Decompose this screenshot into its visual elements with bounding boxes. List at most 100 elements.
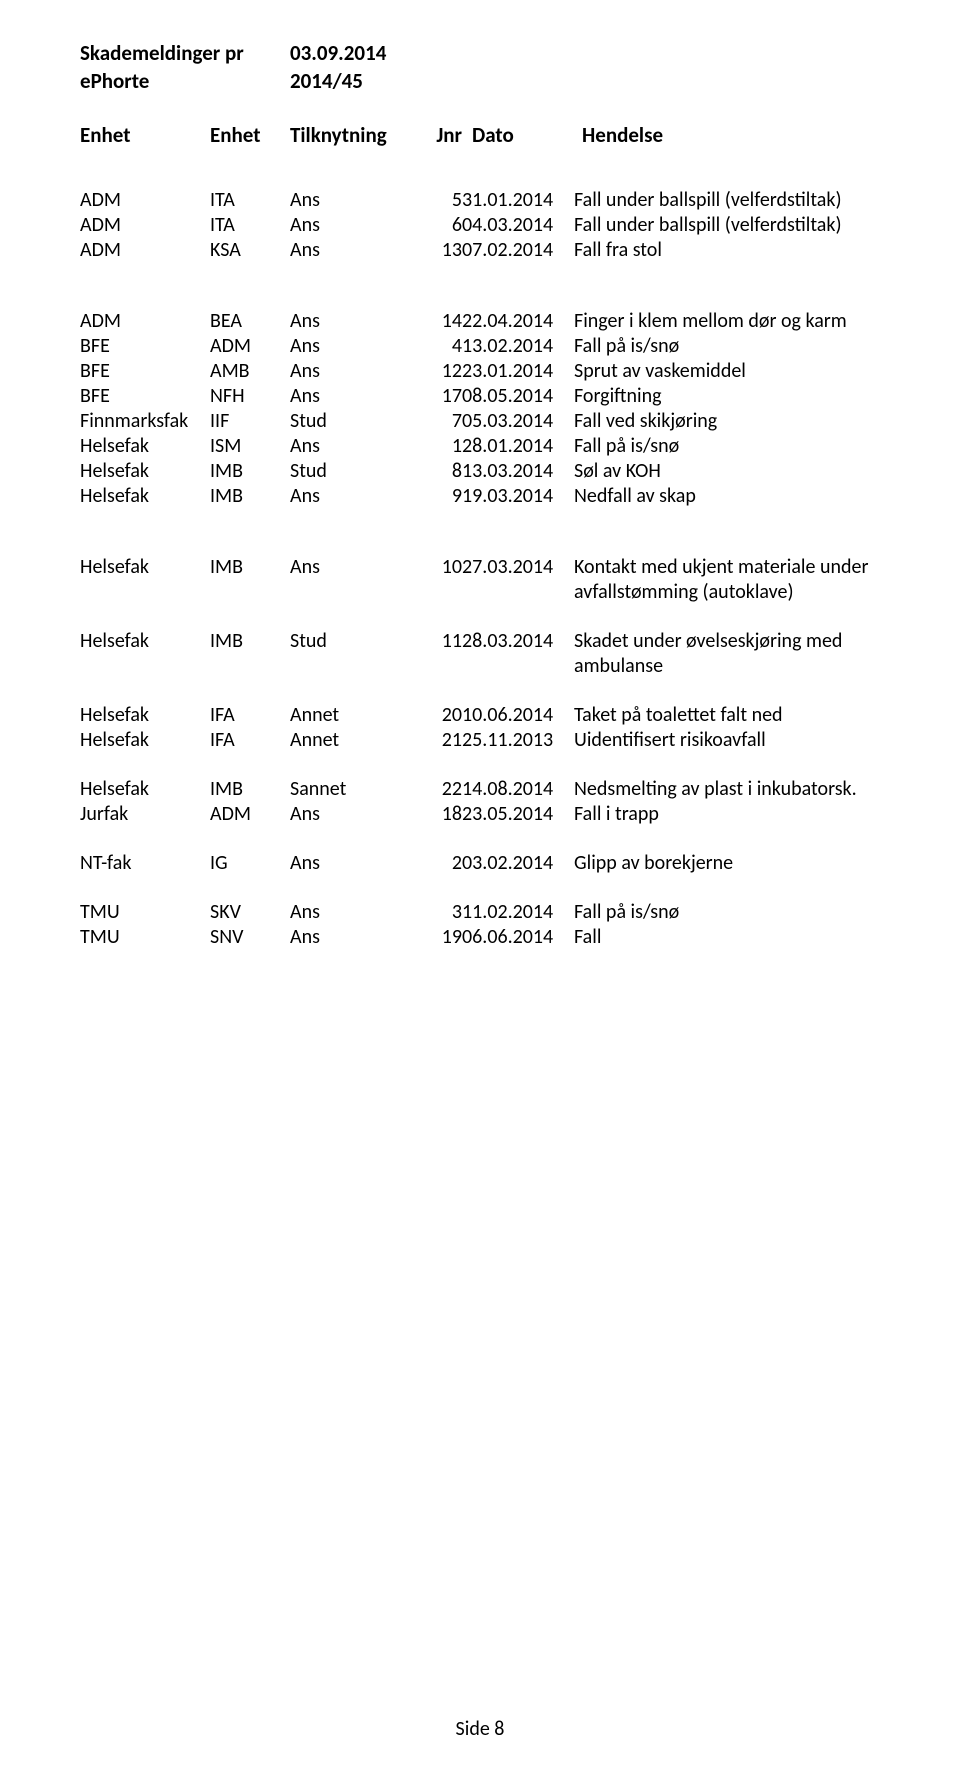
group2-body: ADMBEAAns1422.04.2014Finger i klem mello… <box>80 309 880 509</box>
table-row: ADMITAAns604.03.2014Fall under ballspill… <box>80 213 880 238</box>
group6-body: HelsefakIMBSannet2214.08.2014Nedsmelting… <box>80 777 880 827</box>
cell-tilknytning: Ans <box>290 309 420 334</box>
table-row: HelsefakIMBStud813.03.2014Søl av KOH <box>80 459 880 484</box>
cell-tilknytning: Ans <box>290 484 420 509</box>
cell-enhet1: Helsefak <box>80 555 210 605</box>
table-row: JurfakADMAns1823.05.2014Fall i trapp <box>80 802 880 827</box>
cell-enhet1: Helsefak <box>80 459 210 484</box>
cell-dato: 31.01.2014 <box>462 188 574 213</box>
header-title-date: 03.09.2014 <box>290 40 386 66</box>
cell-enhet2: ADM <box>210 802 290 827</box>
cell-dato: 19.03.2014 <box>462 484 574 509</box>
cell-hendelse: Søl av KOH <box>574 459 880 484</box>
cell-dato: 08.05.2014 <box>462 384 574 409</box>
cell-enhet2: IIF <box>210 409 290 434</box>
cell-enhet1: Jurfak <box>80 802 210 827</box>
col-tilknytning: Tilknytning <box>290 122 420 148</box>
cell-enhet1: Finnmarksfak <box>80 409 210 434</box>
cell-enhet2: ITA <box>210 213 290 238</box>
cell-jnr: 12 <box>420 359 462 384</box>
cell-hendelse: Finger i klem mellom dør og karm <box>574 309 880 334</box>
col-jnr: Jnr <box>420 122 472 148</box>
header-ref-value: 2014/45 <box>290 68 363 94</box>
cell-enhet2: IMB <box>210 484 290 509</box>
cell-jnr: 6 <box>420 213 462 238</box>
col-enhet2: Enhet <box>210 122 290 148</box>
cell-dato: 14.08.2014 <box>462 777 574 802</box>
cell-jnr: 11 <box>420 629 462 679</box>
cell-enhet2: ITA <box>210 188 290 213</box>
table-row: ADMKSAAns1307.02.2014Fall fra stol <box>80 238 880 263</box>
group4-body: HelsefakIMBStud1128.03.2014Skadet under … <box>80 629 880 679</box>
table-row: HelsefakIMBSannet2214.08.2014Nedsmelting… <box>80 777 880 802</box>
cell-enhet2: BEA <box>210 309 290 334</box>
cell-jnr: 7 <box>420 409 462 434</box>
cell-tilknytning: Annet <box>290 703 420 728</box>
cell-enhet1: Helsefak <box>80 629 210 679</box>
table-row: ADMITAAns531.01.2014Fall under ballspill… <box>80 188 880 213</box>
header-ref-label: ePhorte <box>80 68 290 94</box>
cell-tilknytning: Ans <box>290 238 420 263</box>
cell-dato: 25.11.2013 <box>462 728 574 753</box>
cell-hendelse: Uidentifisert risikoavfall <box>574 728 880 753</box>
cell-hendelse: Taket på toalettet falt ned <box>574 703 880 728</box>
cell-tilknytning: Ans <box>290 925 420 950</box>
cell-hendelse: Fall på is/snø <box>574 334 880 359</box>
cell-enhet1: Helsefak <box>80 728 210 753</box>
table-row: NT-fakIGAns203.02.2014Glipp av borekjern… <box>80 851 880 876</box>
cell-hendelse: Fall <box>574 925 880 950</box>
group7-body: NT-fakIGAns203.02.2014Glipp av borekjern… <box>80 851 880 876</box>
cell-tilknytning: Ans <box>290 334 420 359</box>
cell-enhet2: SKV <box>210 900 290 925</box>
cell-enhet1: ADM <box>80 213 210 238</box>
cell-dato: 10.06.2014 <box>462 703 574 728</box>
cell-jnr: 21 <box>420 728 462 753</box>
cell-enhet1: Helsefak <box>80 484 210 509</box>
table-row: TMUSKVAns311.02.2014Fall på is/snø <box>80 900 880 925</box>
cell-tilknytning: Ans <box>290 802 420 827</box>
cell-enhet2: SNV <box>210 925 290 950</box>
cell-enhet2: ISM <box>210 434 290 459</box>
cell-dato: 13.03.2014 <box>462 459 574 484</box>
table-row: TMUSNVAns1906.06.2014Fall <box>80 925 880 950</box>
cell-jnr: 13 <box>420 238 462 263</box>
table-row: HelsefakIFAAnnet2010.06.2014Taket på toa… <box>80 703 880 728</box>
cell-hendelse: Skadet under øvelseskjøring med ambulans… <box>574 629 880 679</box>
cell-enhet2: AMB <box>210 359 290 384</box>
cell-jnr: 9 <box>420 484 462 509</box>
cell-tilknytning: Stud <box>290 409 420 434</box>
cell-tilknytning: Stud <box>290 629 420 679</box>
cell-dato: 28.03.2014 <box>462 629 574 679</box>
cell-enhet2: IMB <box>210 629 290 679</box>
cell-enhet1: Helsefak <box>80 777 210 802</box>
cell-tilknytning: Ans <box>290 188 420 213</box>
cell-tilknytning: Stud <box>290 459 420 484</box>
cell-hendelse: Fall under ballspill (velferdstiltak) <box>574 213 880 238</box>
table-row: HelsefakISMAns128.01.2014Fall på is/snø <box>80 434 880 459</box>
cell-enhet1: NT-fak <box>80 851 210 876</box>
cell-dato: 23.01.2014 <box>462 359 574 384</box>
cell-dato: 05.03.2014 <box>462 409 574 434</box>
cell-jnr: 20 <box>420 703 462 728</box>
cell-jnr: 3 <box>420 900 462 925</box>
cell-hendelse: Fall fra stol <box>574 238 880 263</box>
cell-enhet2: NFH <box>210 384 290 409</box>
cell-dato: 07.02.2014 <box>462 238 574 263</box>
cell-tilknytning: Sannet <box>290 777 420 802</box>
cell-jnr: 4 <box>420 334 462 359</box>
cell-hendelse: Fall på is/snø <box>574 900 880 925</box>
cell-jnr: 10 <box>420 555 462 605</box>
cell-hendelse: Fall på is/snø <box>574 434 880 459</box>
cell-dato: 22.04.2014 <box>462 309 574 334</box>
cell-jnr: 1 <box>420 434 462 459</box>
cell-enhet1: BFE <box>80 359 210 384</box>
cell-dato: 06.06.2014 <box>462 925 574 950</box>
cell-hendelse: Glipp av borekjerne <box>574 851 880 876</box>
cell-jnr: 22 <box>420 777 462 802</box>
cell-jnr: 8 <box>420 459 462 484</box>
cell-enhet1: TMU <box>80 900 210 925</box>
cell-dato: 03.02.2014 <box>462 851 574 876</box>
cell-enhet1: TMU <box>80 925 210 950</box>
cell-enhet1: ADM <box>80 309 210 334</box>
cell-dato: 27.03.2014 <box>462 555 574 605</box>
